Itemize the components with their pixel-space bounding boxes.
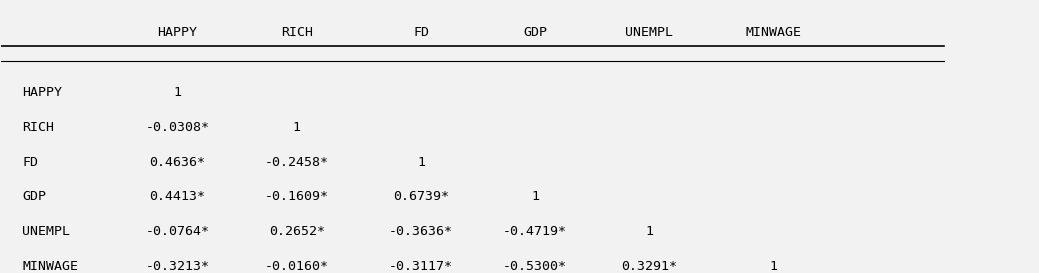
Text: RICH: RICH [281,26,313,39]
Text: 0.2652*: 0.2652* [269,225,325,238]
Text: -0.5300*: -0.5300* [503,260,567,273]
Text: FD: FD [22,156,38,169]
Text: -0.2458*: -0.2458* [265,156,328,169]
Text: HAPPY: HAPPY [22,86,62,99]
Text: GDP: GDP [22,191,46,203]
Text: UNEMPL: UNEMPL [22,225,70,238]
Text: 0.4636*: 0.4636* [150,156,206,169]
Text: 1: 1 [645,225,654,238]
Text: MINWAGE: MINWAGE [745,26,801,39]
Text: -0.3213*: -0.3213* [145,260,210,273]
Text: GDP: GDP [523,26,548,39]
Text: -0.4719*: -0.4719* [503,225,567,238]
Text: 0.4413*: 0.4413* [150,191,206,203]
Text: FD: FD [414,26,429,39]
Text: 1: 1 [417,156,425,169]
Text: 1: 1 [174,86,182,99]
Text: HAPPY: HAPPY [158,26,197,39]
Text: 1: 1 [769,260,777,273]
Text: RICH: RICH [22,121,54,134]
Text: 0.3291*: 0.3291* [621,260,677,273]
Text: 1: 1 [293,121,300,134]
Text: 1: 1 [531,191,539,203]
Text: -0.0160*: -0.0160* [265,260,328,273]
Text: -0.3636*: -0.3636* [389,225,453,238]
Text: 0.6739*: 0.6739* [393,191,449,203]
Text: UNEMPL: UNEMPL [625,26,673,39]
Text: -0.1609*: -0.1609* [265,191,328,203]
Text: -0.0308*: -0.0308* [145,121,210,134]
Text: MINWAGE: MINWAGE [22,260,78,273]
Text: -0.0764*: -0.0764* [145,225,210,238]
Text: -0.3117*: -0.3117* [389,260,453,273]
